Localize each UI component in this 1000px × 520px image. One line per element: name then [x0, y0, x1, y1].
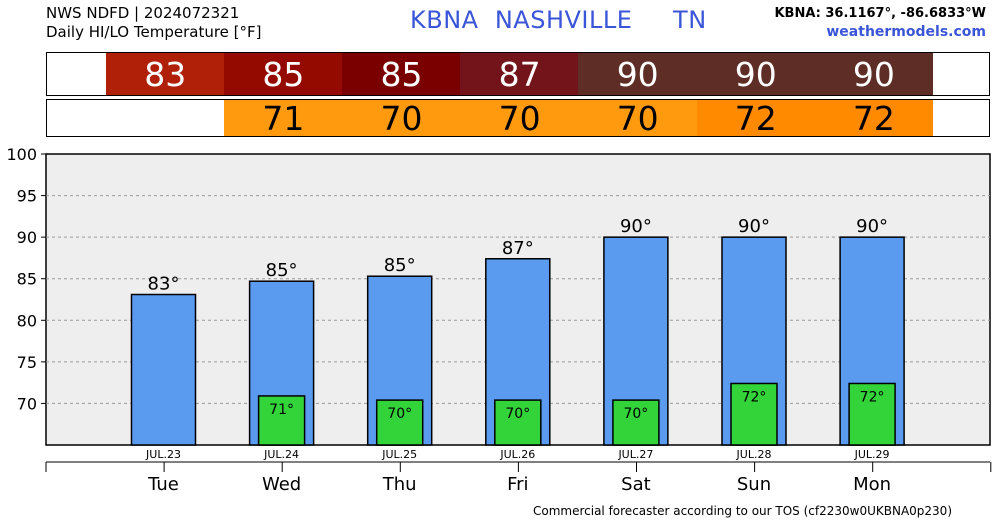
low-temp-label: 72°	[860, 389, 885, 405]
high-temp-label: 85°	[266, 260, 298, 281]
day-label: Sat	[621, 474, 651, 495]
low-temp-bar	[848, 382, 896, 446]
date-label: JUL.26	[499, 448, 535, 461]
y-tick-label: 90	[17, 228, 37, 247]
day-label: Fri	[507, 474, 528, 495]
low-temp-bar	[612, 399, 660, 446]
product-line: NWS NDFD | 2024072321	[46, 4, 240, 22]
temperature-bar-chart: 70 75 80 85 90 95 100 83° 85° 71° 85° 70° 87° 70° 90° 7…	[6, 145, 992, 495]
low-temp-cell: 70	[460, 99, 579, 138]
low-temp-cell: 71	[224, 99, 343, 138]
low-temp-label: 70°	[623, 406, 648, 422]
date-label: JUL.28	[736, 448, 772, 461]
low-temp-label: 70°	[505, 406, 530, 422]
low-temp-bar	[494, 399, 542, 446]
low-temp-bar	[257, 395, 306, 446]
date-label: JUL.27	[617, 448, 653, 461]
high-temp-label: 90°	[620, 216, 652, 237]
high-temp-strip: 83 85 85 87 90 90 90	[46, 52, 990, 96]
low-temp-cell: 70	[342, 99, 461, 138]
low-temp-label: 72°	[742, 389, 767, 405]
high-temp-cell: 90	[696, 53, 816, 95]
high-temp-bar	[130, 293, 197, 446]
y-tick-label: 80	[17, 311, 37, 330]
day-label: Thu	[382, 474, 417, 495]
station-title: KBNA NASHVILLE TN	[410, 6, 707, 34]
low-temp-cell: 70	[578, 99, 697, 138]
day-label: Mon	[853, 474, 891, 495]
footer-note: Commercial forecaster according to our T…	[532, 504, 952, 518]
high-temp-cell: 83	[106, 53, 225, 95]
high-temp-cell: 87	[460, 53, 579, 95]
y-tick-label: 75	[17, 353, 37, 372]
date-label: JUL.29	[854, 448, 890, 461]
y-tick-label: 100	[6, 145, 37, 164]
high-temp-cell: 90	[814, 53, 934, 95]
variable-line: Daily HI/LO Temperature [°F]	[46, 23, 262, 41]
high-temp-label: 85°	[384, 255, 416, 276]
day-label: Wed	[262, 474, 301, 495]
day-label: Tue	[147, 474, 179, 495]
high-temp-cell: 85	[224, 53, 343, 95]
y-tick-label: 85	[17, 270, 37, 289]
day-label: Sun	[737, 474, 771, 495]
high-temp-label: 87°	[502, 238, 534, 259]
high-temp-label: 83°	[148, 274, 180, 295]
y-tick-label: 95	[17, 187, 37, 206]
header-info: NWS NDFD | 2024072321 Daily HI/LO Temper…	[46, 4, 262, 42]
high-temp-label: 90°	[856, 216, 888, 237]
header-right: KBNA: 36.1167°, -86.6833°W weathermodels…	[774, 4, 986, 42]
high-temp-label: 90°	[738, 216, 770, 237]
high-temp-cell: 85	[342, 53, 461, 95]
date-label: JUL.24	[263, 448, 299, 461]
y-tick-label: 70	[17, 394, 37, 413]
site-link[interactable]: weathermodels.com	[826, 24, 986, 40]
station-coords: KBNA: 36.1167°, -86.6833°W	[774, 6, 986, 21]
date-label: JUL.23	[145, 448, 181, 461]
low-temp-label: 70°	[387, 406, 412, 422]
low-temp-bar	[375, 399, 424, 446]
low-temp-cell: 72	[696, 99, 816, 138]
date-label: JUL.25	[381, 448, 417, 461]
low-temp-strip: 71 70 70 70 72 72	[46, 99, 990, 138]
high-temp-cell: 90	[578, 53, 697, 95]
low-temp-cell: 72	[814, 99, 934, 138]
low-temp-bar	[730, 382, 778, 446]
low-temp-label: 71°	[269, 402, 294, 418]
